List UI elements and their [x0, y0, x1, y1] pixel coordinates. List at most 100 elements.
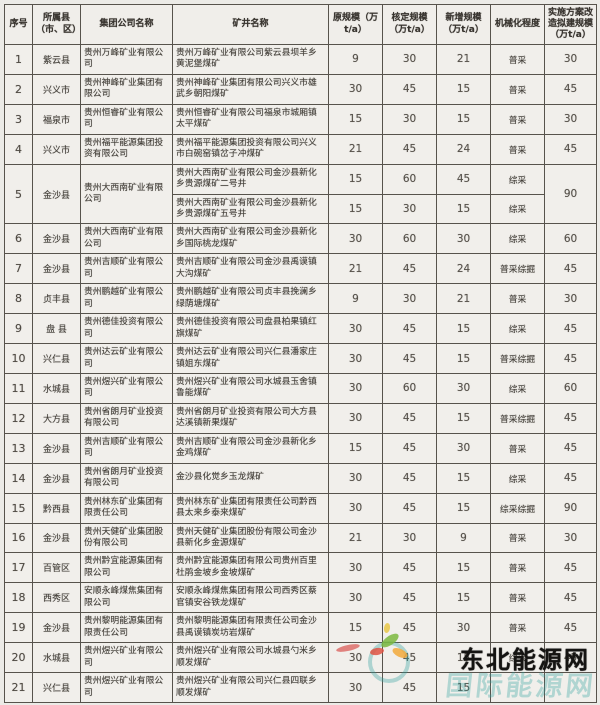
- cell-county: 大方县: [32, 402, 81, 434]
- cell-mine: 贵州煜兴矿业有限公司水城县勺米乡顺发煤矿: [172, 642, 329, 674]
- cell-mechanization: 普采: [490, 612, 545, 644]
- cell-county: 金沙县: [32, 432, 81, 464]
- cell-added-scale: 45: [436, 163, 491, 195]
- cell-approved-scale: 30: [382, 193, 437, 225]
- cell-added-scale: 15: [436, 672, 491, 703]
- cell-orig-scale: 15: [328, 612, 383, 644]
- cell-mine: 贵州德佳投资有限公司盘县柏果镇红旗煤矿: [172, 313, 329, 345]
- cell-serial: 4: [4, 133, 33, 165]
- cell-added-scale: 21: [436, 283, 491, 315]
- cell-mechanization: 普采: [490, 44, 545, 75]
- cell-mine: 金沙县化觉乡玉龙煤矿: [172, 462, 329, 494]
- cell-company: 安顺永峰煤焦集团有限公司: [80, 582, 173, 614]
- cell-plan-scale: 45: [544, 582, 597, 614]
- cell-added-scale: 24: [436, 133, 491, 165]
- cell-mine: 贵州煜兴矿业有限公司水城县玉舍镇鲁能煤矿: [172, 372, 329, 404]
- cell-mine: 贵州天健矿业集团股份有限公司金沙县新化乡金源煤矿: [172, 522, 329, 554]
- cell-plan-scale: 45: [544, 73, 597, 105]
- cell-orig-scale: 15: [328, 103, 383, 135]
- cell-plan-scale: 90: [544, 163, 597, 225]
- cell-orig-scale: 30: [328, 223, 383, 255]
- col-header-company: 集团公司名称: [80, 4, 173, 45]
- cell-approved-scale: 45: [382, 253, 437, 285]
- cell-company: 贵州德佳投资有限公司: [80, 313, 173, 345]
- cell-serial: 8: [4, 283, 33, 315]
- col-header-plan-scale: 实施方案改造拟建规模（万t/a）: [544, 4, 597, 45]
- cell-company: 贵州吉顺矿业有限公司: [80, 432, 173, 464]
- cell-company: 贵州黔宜能源集团有限公司: [80, 552, 173, 584]
- cell-serial: 13: [4, 432, 33, 464]
- cell-mechanization: 普采: [490, 133, 545, 165]
- cell-county: 兴仁县: [32, 343, 81, 374]
- cell-serial: 16: [4, 522, 33, 554]
- col-header-approved-scale: 核定规模（万t/a）: [382, 4, 437, 45]
- cell-mechanization: [490, 672, 545, 703]
- cell-mechanization: 综采: [490, 462, 545, 494]
- cell-serial: 2: [4, 73, 33, 105]
- table-row: 18 西秀区 安顺永峰煤焦集团有限公司 安顺永峰煤焦集团有限公司西秀区蔡官镇安谷铁龙煤…: [4, 582, 597, 614]
- cell-orig-scale: 30: [328, 492, 383, 524]
- cell-serial: 7: [4, 253, 33, 285]
- cell-approved-scale: 60: [382, 223, 437, 255]
- cell-plan-scale: 90: [544, 492, 597, 524]
- cell-county: 兴仁县: [32, 672, 81, 703]
- cell-county: 金沙县: [32, 612, 81, 644]
- cell-company: 贵州大西南矿业有限公司: [80, 223, 173, 255]
- cell-company: 贵州煜兴矿业有限公司: [80, 372, 173, 404]
- cell-orig-scale: 30: [328, 73, 383, 105]
- cell-orig-scale: 21: [328, 133, 383, 165]
- mine-capacity-table: 序号 所属县（市、区） 集团公司名称 矿井名称 原规模（万t/a） 核定规模（万t/a）新…: [4, 4, 597, 703]
- cell-added-scale: 30: [436, 432, 491, 464]
- cell-serial: 1: [4, 44, 33, 75]
- cell-approved-scale: 45: [382, 612, 437, 644]
- table-row: 2 兴义市 贵州神峰矿业集团有限公司 贵州神峰矿业集团有限公司兴义市雄武乡朝阳煤矿 30…: [4, 73, 597, 105]
- cell-approved-scale: 30: [382, 283, 437, 315]
- cell-company: 贵州恒睿矿业有限公司: [80, 103, 173, 135]
- cell-county: 兴义市: [32, 133, 81, 165]
- table-row: 16 金沙县 贵州天健矿业集团股份有限公司 贵州天健矿业集团股份有限公司金沙县新化乡金…: [4, 522, 597, 554]
- table-row: 4 兴义市 贵州福平能源集团投资有限公司 贵州福平能源集团投资有限公司兴义市白碗窑镇岔…: [4, 133, 597, 165]
- cell-added-scale: 30: [436, 612, 491, 644]
- cell-mechanization: 普采: [490, 582, 545, 614]
- cell-county: 水城县: [32, 372, 81, 404]
- cell-approved-scale: 45: [382, 73, 437, 105]
- table-header-row: 序号 所属县（市、区） 集团公司名称 矿井名称 原规模（万t/a） 核定规模（万t/a）新…: [4, 4, 597, 45]
- cell-mechanization: 普采: [490, 552, 545, 584]
- cell-plan-scale: 30: [544, 103, 597, 135]
- col-header-serial: 序号: [4, 4, 33, 45]
- cell-mine: 贵州吉顺矿业有限公司金沙县禹谟镇大沟煤矿: [172, 253, 329, 285]
- col-header-orig-scale: 原规模（万t/a）: [328, 4, 383, 45]
- cell-plan-scale: 45: [544, 253, 597, 285]
- cell-mechanization: 普采: [490, 283, 545, 315]
- cell-county: 西秀区: [32, 582, 81, 614]
- table-row: 20 水城县 贵州煜兴矿业有限公司 贵州煜兴矿业有限公司水城县勺米乡顺发煤矿 30 45 1…: [4, 642, 597, 674]
- cell-added-scale: 15: [436, 73, 491, 105]
- cell-added-scale: 15: [436, 103, 491, 135]
- cell-mine: 贵州神峰矿业集团有限公司兴义市雄武乡朝阳煤矿: [172, 73, 329, 105]
- cell-mechanization: 综采综掘: [490, 492, 545, 524]
- cell-added-scale: 24: [436, 253, 491, 285]
- cell-orig-scale: 30: [328, 402, 383, 434]
- cell-company: 贵州省朗月矿业投资有限公司: [80, 402, 173, 434]
- cell-orig-scale: 15: [328, 432, 383, 464]
- cell-plan-scale: 60: [544, 223, 597, 255]
- cell-county: 百管区: [32, 552, 81, 584]
- cell-added-scale: 15: [436, 582, 491, 614]
- cell-mechanization: 普采综掘: [490, 343, 545, 374]
- cell-plan-scale: 45: [544, 343, 597, 374]
- table-row: 3 福泉市 贵州恒睿矿业有限公司 贵州恒睿矿业有限公司福泉市城厢镇太平煤矿 15 30 15…: [4, 103, 597, 135]
- cell-company: 贵州煜兴矿业有限公司: [80, 672, 173, 703]
- cell-company: 贵州黎明能源集团有限责任公司: [80, 612, 173, 644]
- cell-county: 金沙县: [32, 462, 81, 494]
- cell-mechanization: 综采: [490, 313, 545, 345]
- col-header-mechanization: 机械化程度: [490, 4, 545, 45]
- table-row: 19 金沙县 贵州黎明能源集团有限责任公司 贵州黎明能源集团有限责任公司金沙县禹谟镇炭…: [4, 612, 597, 644]
- cell-company: 贵州吉顺矿业有限公司: [80, 253, 173, 285]
- cell-plan-scale: 30: [544, 522, 597, 554]
- table-row: 13 金沙县 贵州吉顺矿业有限公司 贵州吉顺矿业有限公司金沙县新化乡金鸡煤矿 15 45 3…: [4, 432, 597, 464]
- cell-county: 黔西县: [32, 492, 81, 524]
- cell-mechanization: 普采: [490, 432, 545, 464]
- cell-serial: 21: [4, 672, 33, 703]
- cell-added-scale: 15: [436, 193, 491, 225]
